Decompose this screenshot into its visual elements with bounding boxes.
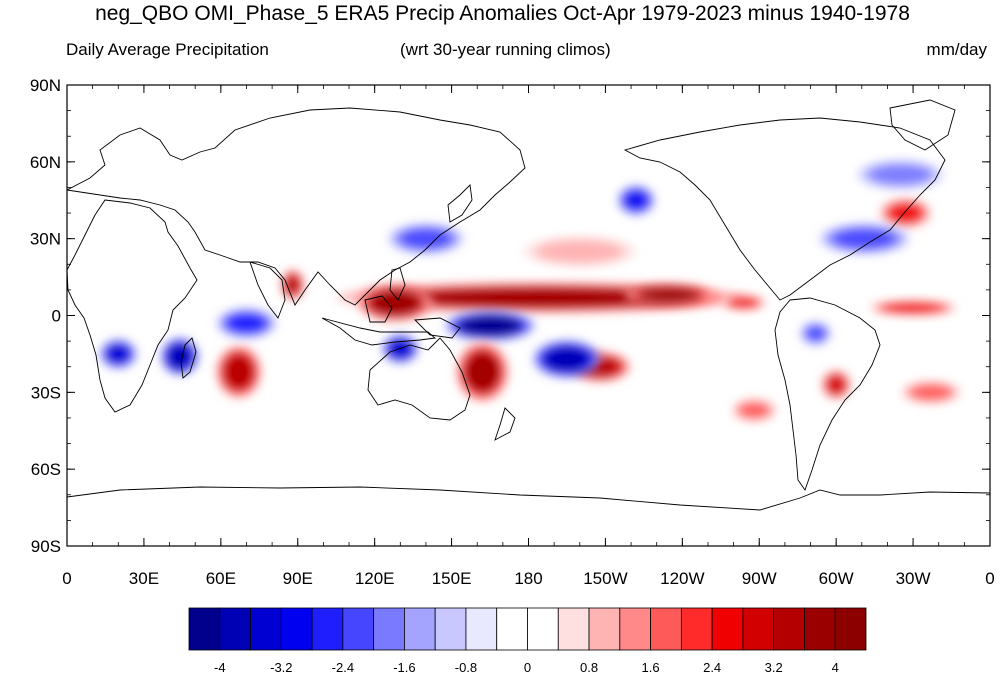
colorbar-label: -1.6: [393, 660, 415, 675]
coast-madagascar: [180, 337, 197, 379]
map-title: neg_QBO OMI_Phase_5 ERA5 Precip Anomalie…: [95, 2, 910, 25]
anomaly-n-atlantic-60n-dry: [855, 159, 945, 190]
lat-tick-label: 90S: [31, 537, 61, 556]
anomaly-s-atlantic-wet: [901, 381, 961, 404]
colorbar-label: 3.2: [765, 660, 783, 675]
lon-tick-label: 0: [62, 569, 71, 588]
colorbar-swatch: [650, 607, 682, 651]
anomaly-bay-bengal-wet: [281, 269, 304, 300]
lon-tick-label: 180: [514, 569, 542, 588]
colorbar-swatch: [680, 607, 713, 651]
colorbar: -4 -3.2 -2.4 -1.6 -0.8 0 0.8 1.6 2.4 3.2 4: [188, 607, 867, 675]
colorbar-swatch: [250, 607, 282, 651]
colorbar-swatch: [804, 607, 836, 651]
lat-tick-label: 30N: [30, 230, 61, 249]
coast-eurasia: [67, 107, 526, 306]
lon-tick-label: 90E: [283, 569, 313, 588]
coast-borneo: [364, 295, 393, 323]
colorbar-swatch: [496, 607, 528, 651]
colorbar-swatch: [373, 607, 405, 651]
coast-indonesia: [321, 317, 437, 346]
coast-south-america: [774, 297, 881, 491]
colorbar-swatch: [773, 607, 805, 651]
coast-newguinea: [413, 317, 461, 339]
anomaly-maritime-continent-wet: [358, 284, 433, 322]
lon-tick-label: 30E: [129, 569, 159, 588]
colorbar-swatch: [742, 607, 775, 651]
anomaly-se-pacific-wet: [731, 399, 777, 422]
colorbar-label: 1.6: [642, 660, 660, 675]
anomaly-east-asia-dry: [388, 223, 464, 254]
anomaly-mozambique-dry: [161, 337, 199, 376]
colorbar-label: 2.4: [703, 660, 721, 675]
colorbar-swatch: [342, 607, 375, 651]
colorbar-swatch: [434, 607, 467, 651]
lon-tick-label: 150W: [583, 569, 627, 588]
coast-antarctica: [67, 486, 990, 511]
lat-tick-label: 30S: [31, 383, 61, 402]
colorbar-swatch: [465, 607, 498, 651]
anomaly-c-pacific-dry: [445, 310, 535, 341]
colorbar-label: 4: [832, 660, 839, 675]
coast-north-america: [623, 117, 946, 301]
anomaly-field: [99, 159, 961, 422]
anomaly-e-pacific-wet: [624, 283, 715, 307]
coast-japan: [447, 184, 473, 223]
anomaly-itcz-pacific-wet: [336, 282, 746, 313]
subtitle-left: Daily Average Precipitation: [66, 40, 269, 59]
colorbar-swatch: [711, 607, 744, 651]
anomaly-n-atlantic-dry: [819, 223, 909, 254]
lat-tick-label: 90N: [30, 76, 61, 95]
lon-tick-label: 150E: [432, 569, 472, 588]
lon-tick-label: 30W: [896, 569, 931, 588]
colorbar-label: -2.4: [332, 660, 354, 675]
anomaly-n-pacific-wet: [524, 236, 636, 267]
colorbar-label: 0.8: [580, 660, 598, 675]
lon-tick-label: 60E: [206, 569, 236, 588]
anomaly-s-america-dry: [800, 322, 831, 345]
units-label: mm/day: [926, 40, 987, 59]
colorbar-swatch: [619, 607, 651, 651]
coast-greenland: [889, 99, 956, 151]
colorbar-swatch: [311, 607, 344, 651]
anomaly-s-africa-dry: [99, 339, 137, 369]
anomaly-s-pacific-dry: [533, 340, 601, 378]
lat-tick-label: 60N: [30, 153, 61, 172]
colorbar-swatch: [527, 607, 559, 651]
colorbar-swatch: [834, 607, 867, 651]
lon-tick-label: 90W: [742, 569, 777, 588]
colorbar-swatch: [219, 607, 251, 651]
lon-tick-label: 60W: [819, 569, 854, 588]
anomaly-indian-ocean-dry: [216, 308, 277, 339]
anomaly-gulf-alaska-dry: [617, 185, 655, 216]
colorbar-label: -0.8: [455, 660, 477, 675]
colorbar-swatch: [557, 607, 590, 651]
map-background: [67, 85, 990, 546]
anomaly-s-indian-wet: [216, 345, 262, 398]
lat-tick-label: 0: [52, 307, 61, 326]
colorbar-label: -3.2: [270, 660, 292, 675]
anomaly-equatorial-atlantic-wet: [868, 300, 958, 316]
colorbar-label: -4: [214, 660, 226, 675]
anomaly-n-atlantic-wet: [879, 198, 932, 228]
anomaly-s-brazil-wet: [821, 369, 852, 400]
colorbar-swatch: [280, 607, 313, 651]
anomaly-e-pacific-cold-tongue-wet: [721, 295, 767, 311]
lon-tick-label: 120W: [660, 569, 704, 588]
subtitle-center: (wrt 30-year running climos): [400, 40, 611, 59]
coast-newzealand: [494, 407, 516, 441]
lon-tick-label: 0: [985, 569, 994, 588]
anomaly-spcz-wet: [456, 342, 509, 402]
coast-india: [249, 261, 286, 319]
coast-philippines: [389, 267, 406, 301]
colorbar-swatch: [404, 607, 436, 651]
lat-tick-label: 60S: [31, 460, 61, 479]
lon-tick-label: 120E: [355, 569, 395, 588]
colorbar-label: 0: [524, 660, 531, 675]
colorbar-swatch: [588, 607, 621, 651]
coast-australia: [367, 337, 471, 421]
colorbar-swatch: [188, 607, 221, 651]
